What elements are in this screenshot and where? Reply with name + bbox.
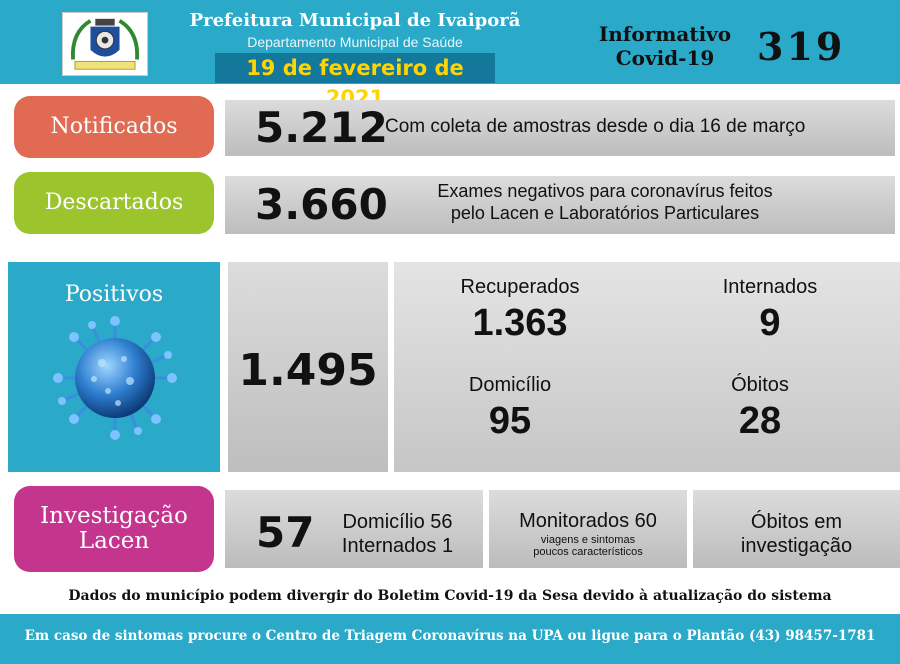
domicilio-label: Domicílio — [468, 374, 552, 396]
recuperados-label: Recuperados — [460, 276, 580, 298]
footer-contact-text: Em caso de sintomas procure o Centro de … — [24, 628, 876, 644]
bulletin-label: Informativo Covid-19 — [585, 22, 745, 70]
investigacao-label-line1: Investigação — [40, 503, 188, 529]
obitos-investigacao-line2: investigação — [740, 535, 853, 557]
municipality-title: Prefeitura Municipal de Ivaiporã — [189, 10, 521, 31]
bulletin-number: 319 — [757, 24, 846, 69]
bulletin-label-line1: Informativo — [598, 22, 732, 46]
investigacao-label-line2: Lacen — [78, 528, 150, 554]
monitorados-panel — [489, 490, 687, 568]
domicilio-value: 95 — [488, 400, 532, 442]
obitos-value: 28 — [738, 400, 782, 442]
bulletin-label-line2: Covid-19 — [615, 46, 715, 70]
coronavirus-icon — [52, 315, 178, 441]
bulletin-info: Informativo Covid-19 319 — [585, 18, 885, 76]
descartados-value: 3.660 — [255, 180, 388, 229]
monitorados-subtitle: viagens e sintomas poucos característico… — [489, 534, 687, 558]
descartados-label: Descartados — [14, 172, 214, 234]
footer-band — [0, 614, 900, 664]
obitos-label: Óbitos — [731, 374, 789, 396]
positivos-detail-panel — [394, 262, 900, 472]
positivos-total-panel — [228, 262, 388, 472]
descartados-bar — [225, 176, 895, 234]
monitorados-value: Monitorados 60 — [519, 510, 657, 532]
notificados-description: Com coleta de amostras desde o dia 16 de… — [385, 116, 806, 137]
investigacao-total-value: 57 — [256, 508, 315, 557]
positivos-label: Positivos — [64, 282, 164, 307]
internados-value: 9 — [759, 302, 781, 344]
investigacao-breakdown: Domicílio 56 Internados 1 — [325, 510, 470, 558]
recuperados-value: 1.363 — [472, 302, 568, 344]
internados-label: Internados — [722, 276, 818, 298]
descartados-description: Exames negativos para coronavírus feitos… — [395, 180, 815, 224]
investigacao-total-panel — [225, 490, 483, 568]
notificados-value: 5.212 — [255, 103, 388, 152]
notificados-label: Notificados — [14, 96, 214, 158]
investigacao-internados: Internados 1 — [341, 535, 454, 557]
obitos-investigacao-line1: Óbitos em — [750, 511, 843, 533]
department-subtitle: Departamento Municipal de Saúde — [247, 34, 463, 50]
data-disclaimer: Dados do município podem divergir do Bol… — [68, 588, 832, 604]
notificados-bar — [225, 100, 895, 156]
positivos-total-value: 1.495 — [238, 345, 378, 396]
obitos-investigacao-panel — [693, 490, 900, 568]
descartados-description-line1: Exames negativos para coronavírus feitos — [437, 181, 773, 201]
monitorados-subtitle-line1: viagens e sintomas — [540, 534, 636, 546]
bulletin-date: 19 de fevereiro de 2021 — [215, 53, 495, 110]
descartados-description-line2: pelo Lacen e Laboratórios Particulares — [450, 203, 760, 223]
investigacao-domicilio: Domicílio 56 — [342, 511, 453, 533]
municipal-crest-icon — [62, 12, 148, 76]
investigacao-label: Investigação Lacen — [14, 486, 214, 572]
obitos-investigacao-label: Óbitos em investigação — [693, 510, 900, 558]
monitorados-subtitle-line2: poucos característicos — [533, 546, 643, 558]
